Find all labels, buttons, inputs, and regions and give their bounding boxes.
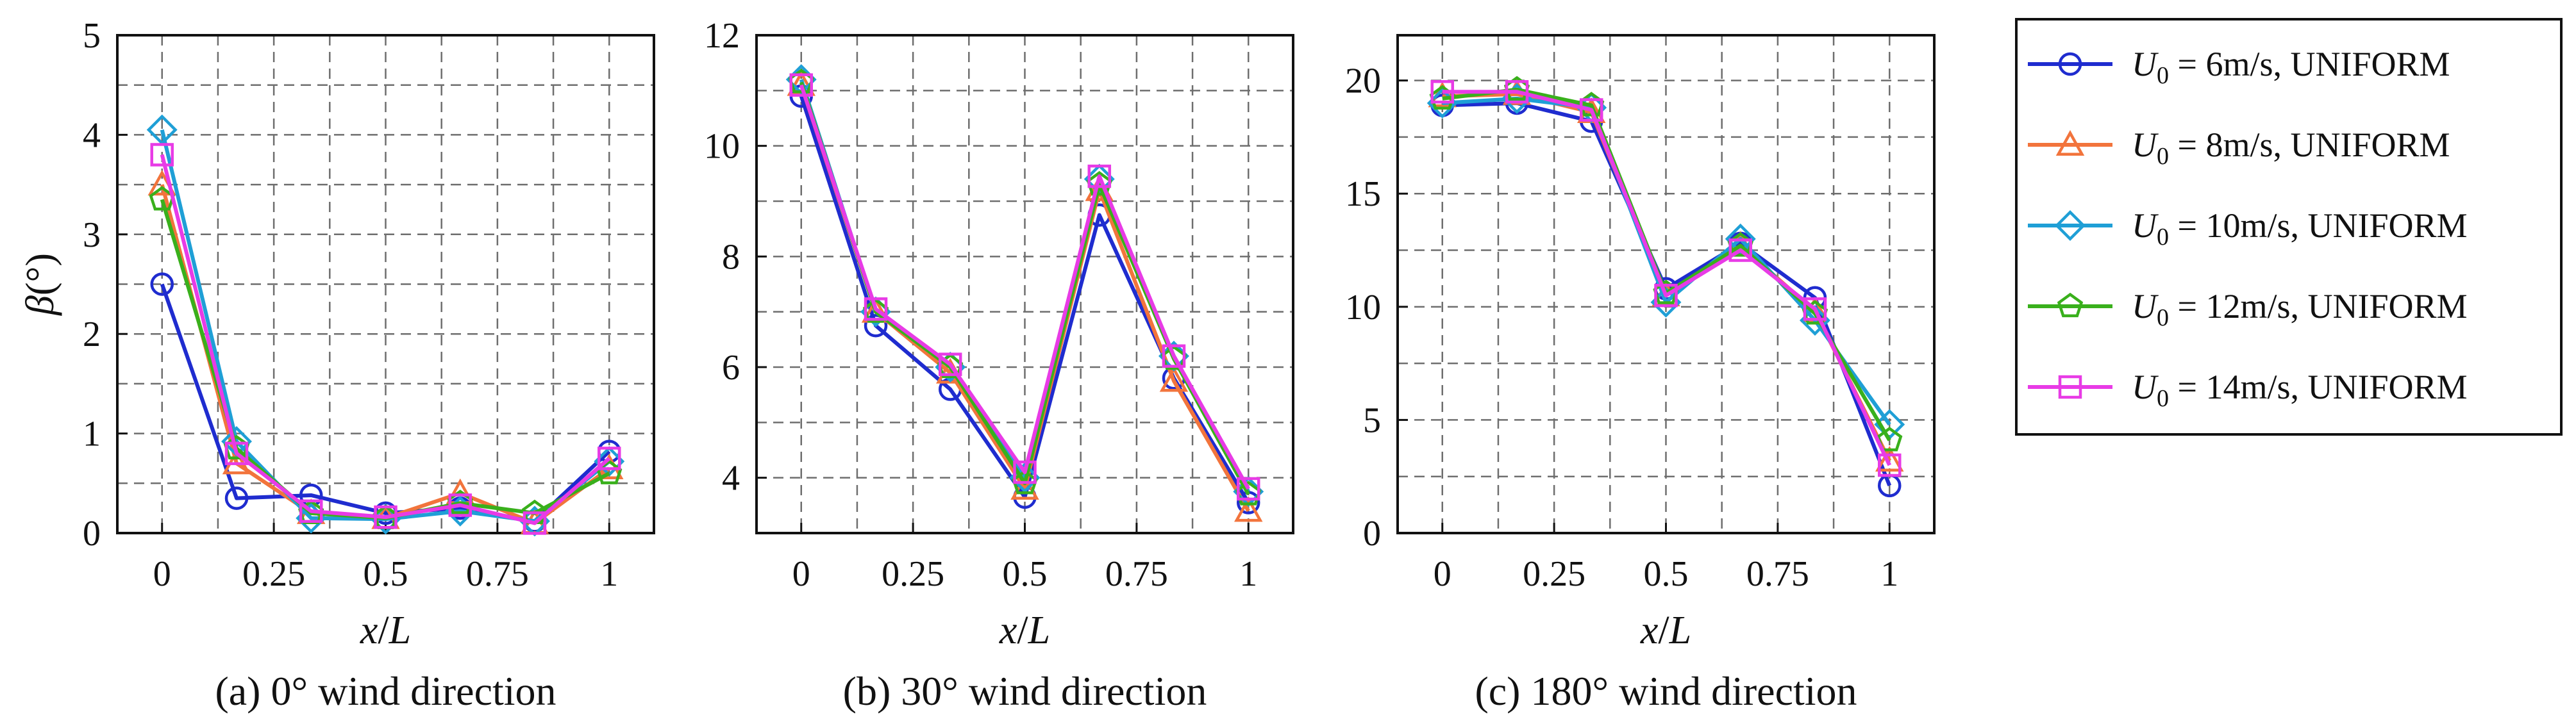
legend-entry-5: U0 = 14m/s, UNIFORM xyxy=(2028,368,2468,412)
y-tick-label: 10 xyxy=(704,127,740,167)
data-point xyxy=(1579,98,1603,122)
data-point xyxy=(1234,496,1263,522)
data-point xyxy=(1087,164,1112,188)
legend: U0 = 6m/s, UNIFORM U0 = 8m/s, UNIFORM U0 =… xyxy=(2015,18,2563,436)
y-tick-label: 0 xyxy=(1363,514,1381,554)
grid xyxy=(757,35,1293,533)
legend-entry-2: U0 = 8m/s, UNIFORM xyxy=(2028,126,2450,170)
data-point xyxy=(598,447,621,470)
data-point xyxy=(1875,445,1904,472)
legend-entry-3: U0 = 10m/s, UNIFORM xyxy=(2028,206,2468,251)
y-axis-label: β(°) xyxy=(19,253,62,316)
legend-marker xyxy=(2055,210,2086,241)
legend-marker xyxy=(2055,129,2085,156)
data-point xyxy=(1728,238,1753,262)
legend-entry-1: U0 = 6m/s, UNIFORM xyxy=(2028,45,2450,89)
y-tick-label: 2 xyxy=(83,315,101,354)
series-5 xyxy=(150,143,621,535)
x-tick-label: 0 xyxy=(1434,554,1451,594)
series-line xyxy=(799,84,1250,490)
x-axis-label: x/L xyxy=(999,609,1050,652)
x-tick-label: 0.25 xyxy=(1523,554,1585,594)
x-tick-label: 0 xyxy=(792,554,810,594)
x-tick-label: 1 xyxy=(1239,554,1257,594)
x-tick-label: 0 xyxy=(153,554,171,594)
y-tick-label: 20 xyxy=(1345,62,1381,101)
data-point xyxy=(864,314,888,338)
legend-marker xyxy=(2058,52,2082,76)
data-point xyxy=(1878,453,1902,477)
data-point xyxy=(150,272,174,296)
x-tick-label: 0.25 xyxy=(242,554,305,594)
data-point xyxy=(1010,473,1039,500)
data-point xyxy=(1430,80,1454,104)
y-tick-label: 15 xyxy=(1345,174,1381,214)
y-tick-label: 4 xyxy=(722,459,740,498)
data-point xyxy=(224,486,249,510)
data-point xyxy=(1162,344,1186,368)
data-point xyxy=(1803,297,1827,321)
data-point xyxy=(938,352,962,376)
data-point xyxy=(222,448,251,475)
x-axis-label: x/L xyxy=(360,609,411,652)
y-tick-label: 4 xyxy=(83,115,101,155)
y-tick-label: 8 xyxy=(722,237,740,277)
series-line xyxy=(1442,90,1891,466)
data-point xyxy=(224,441,249,465)
x-tick-label: 0.5 xyxy=(1003,554,1048,594)
series-5 xyxy=(1430,80,1902,477)
x-tick-label: 0.25 xyxy=(882,554,944,594)
legend-label: U0 = 12m/s, UNIFORM xyxy=(2132,287,2468,331)
data-point xyxy=(789,73,813,97)
data-point xyxy=(864,297,888,321)
data-point xyxy=(1877,427,1903,452)
legend-marker xyxy=(2057,292,2084,318)
panel-caption: (a) 0° wind direction xyxy=(215,668,556,714)
legend-label: U0 = 10m/s, UNIFORM xyxy=(2132,206,2468,251)
data-point xyxy=(1013,460,1037,484)
y-tick-label: 0 xyxy=(83,514,101,554)
y-tick-label: 5 xyxy=(83,16,101,56)
data-point xyxy=(448,493,473,517)
y-tick-label: 12 xyxy=(704,16,740,56)
x-tick-label: 0.75 xyxy=(466,554,529,594)
legend-label: U0 = 14m/s, UNIFORM xyxy=(2132,368,2468,412)
chart-panel-1: 0 0.25 0.5 0.75 1 0 1 2 3 4 5 x/L β(°) (a) 0° wind di… xyxy=(19,16,655,714)
legend-label: U0 = 6m/s, UNIFORM xyxy=(2132,45,2450,89)
x-tick-label: 0.75 xyxy=(1105,554,1168,594)
legend-entry-4: U0 = 12m/s, UNIFORM xyxy=(2028,287,2468,331)
data-point xyxy=(1505,80,1529,104)
data-point xyxy=(374,505,397,529)
panel-caption: (b) 30° wind direction xyxy=(843,668,1207,714)
y-tick-label: 3 xyxy=(83,215,101,255)
series-1 xyxy=(789,84,1260,514)
x-axis-label: x/L xyxy=(1640,609,1691,652)
y-tick-label: 10 xyxy=(1345,288,1381,327)
series-5 xyxy=(789,73,1260,501)
legend-marker xyxy=(2058,375,2082,399)
data-point xyxy=(1654,283,1678,308)
data-point xyxy=(299,499,323,523)
chart-panel-2: 0 0.25 0.5 0.75 1 4 6 8 10 12 x/L (b) 30° wind dire… xyxy=(704,16,1294,714)
y-tick-label: 1 xyxy=(83,415,101,454)
series-line xyxy=(160,154,611,525)
x-tick-label: 0.75 xyxy=(1746,554,1809,594)
y-tick-label: 6 xyxy=(722,348,740,388)
y-tick-label: 5 xyxy=(1363,400,1381,440)
x-tick-label: 0.5 xyxy=(364,554,408,594)
legend-label: U0 = 8m/s, UNIFORM xyxy=(2132,126,2450,170)
data-point xyxy=(150,143,174,167)
x-tick-label: 1 xyxy=(1880,554,1898,594)
data-point xyxy=(1159,366,1189,392)
x-tick-label: 1 xyxy=(600,554,618,594)
x-tick-label: 0.5 xyxy=(1644,554,1689,594)
panel-caption: (c) 180° wind direction xyxy=(1475,668,1857,714)
data-point xyxy=(1237,477,1260,501)
data-point xyxy=(523,511,547,535)
